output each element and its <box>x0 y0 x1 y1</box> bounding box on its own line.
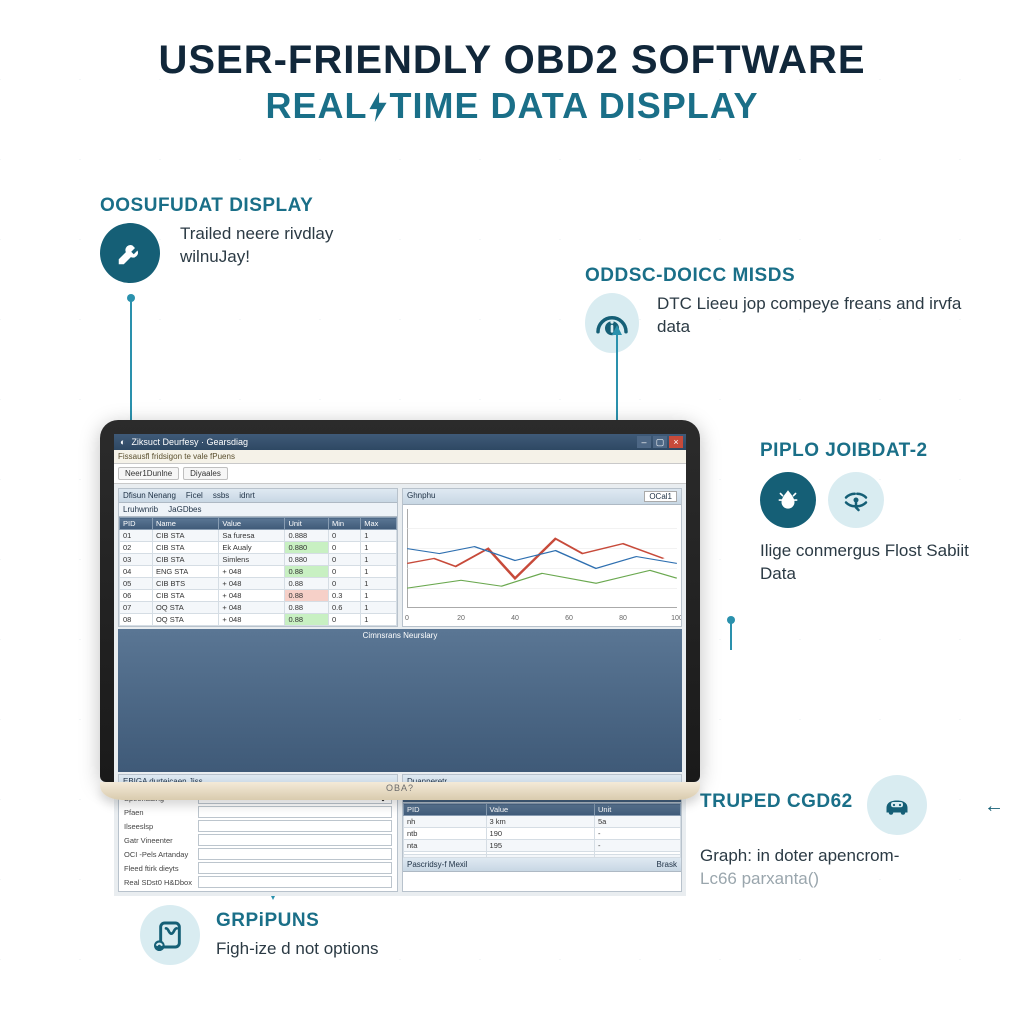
heading-line1: USER-FRIENDLY OBD2 SOFTWARE <box>0 38 1024 83</box>
feature-output-display: OOSUFUDAT DISPLAY Trailed neere rivdlay … <box>100 195 400 283</box>
feature-piplo: PIPLO JOIBDAT-2 Ilige conmergus Flost Sa… <box>760 440 1000 586</box>
heading-line2: REALTIME DATA DISPLAY <box>0 85 1024 131</box>
page-heading: USER-FRIENDLY OBD2 SOFTWARE REALTIME DAT… <box>0 38 1024 131</box>
feature-title: ODDSC-DOICC MISDS <box>585 265 965 287</box>
window-minimize-button[interactable]: – <box>637 436 651 448</box>
feature-title: TRUPED CGD62 <box>700 791 853 813</box>
feature-body: Ilige conmergus Flost Sabiit Data <box>760 540 1000 586</box>
form-input[interactable] <box>198 848 392 860</box>
window-close-button[interactable]: × <box>669 436 683 448</box>
data-table[interactable]: PIDNameValueUnitMinMax01CIB STASa furesa… <box>119 517 397 626</box>
droplet-icon <box>760 472 816 528</box>
feature-truped: TRUPED CGD62 ← Graph: in doter apencrom-… <box>700 775 1000 891</box>
connector-line <box>616 335 618 430</box>
app-window: ◐ Ziksuct Deurfesy · Gearsdiag – ▢ × Fis… <box>114 434 686 764</box>
form-row: Ilseeslsp <box>121 819 395 833</box>
gauge-info-icon <box>585 293 639 353</box>
form-row: Pfaen <box>121 805 395 819</box>
feature-body: Trailed neere rivdlay wilnuJay! <box>180 223 400 269</box>
pane-line-chart: GhnphuOCal1 020406080100 <box>402 488 682 627</box>
signal-icon <box>828 472 884 528</box>
form-input[interactable] <box>198 820 392 832</box>
form-row: Fleed ftirk dieyts <box>121 861 395 875</box>
connector-line <box>730 620 732 650</box>
wrench-icon <box>100 223 160 283</box>
feature-title: OOSUFUDAT DISPLAY <box>100 195 400 217</box>
summary-table[interactable]: PIDValueUnitnh3 km5antb190-nta195- <box>403 803 681 858</box>
feature-diagnostic-codes: ODDSC-DOICC MISDS DTC Lieeu jop compeye … <box>585 265 965 353</box>
car-icon <box>867 775 927 835</box>
laptop-mockup: ◐ Ziksuct Deurfesy · Gearsdiag – ▢ × Fis… <box>100 420 700 800</box>
window-maximize-button[interactable]: ▢ <box>653 436 667 448</box>
feature-body: DTC Lieeu jop compeye freans and irvfa d… <box>657 293 965 339</box>
toolbar-button[interactable]: Diyaales <box>183 467 228 480</box>
laptop-brand: OBA? <box>386 783 414 793</box>
form-row: OCI -Pels Artanday <box>121 847 395 861</box>
form-row: Real SDst0 H&Dbox <box>121 875 395 889</box>
window-titlebar: ◐ Ziksuct Deurfesy · Gearsdiag – ▢ × <box>114 434 686 450</box>
laptop-base: OBA? <box>100 782 700 800</box>
arrow-left-icon: ← <box>984 795 1004 818</box>
window-title: Ziksuct Deurfesy · Gearsdiag <box>131 437 248 447</box>
form-input[interactable] <box>198 876 392 888</box>
form-input[interactable] <box>198 834 392 846</box>
feature-title: PIPLO JOIBDAT-2 <box>760 440 1000 462</box>
app-icon: ◐ <box>120 437 125 447</box>
bolt-icon <box>365 89 391 131</box>
form-input[interactable] <box>198 806 392 818</box>
tablet-icon <box>140 905 200 965</box>
form-row: Gatr Vineenter <box>121 833 395 847</box>
ribbon-bar: Fissausfl fridsigon te vale fPuens <box>114 450 686 464</box>
feature-grpipuns: GRPiPUNS Figh-ize d not options <box>140 905 500 965</box>
toolbar-button[interactable]: Neer1Dunlne <box>118 467 179 480</box>
section-divider: Cimnsrans Neurslary <box>118 629 682 772</box>
feature-title: GRPiPUNS <box>216 910 379 932</box>
feature-body: Graph: in doter apencrom- Lc66 parxanta(… <box>700 845 1000 891</box>
form-input[interactable] <box>198 862 392 874</box>
toolbar: Neer1Dunlne Diyaales <box>114 464 686 484</box>
pane-data-table: Dfisun Nenang Ficel ssbs idnrt Lruhwnrib… <box>118 488 398 627</box>
line-chart: 020406080100 <box>403 505 681 626</box>
feature-body: Figh-ize d not options <box>216 938 379 961</box>
